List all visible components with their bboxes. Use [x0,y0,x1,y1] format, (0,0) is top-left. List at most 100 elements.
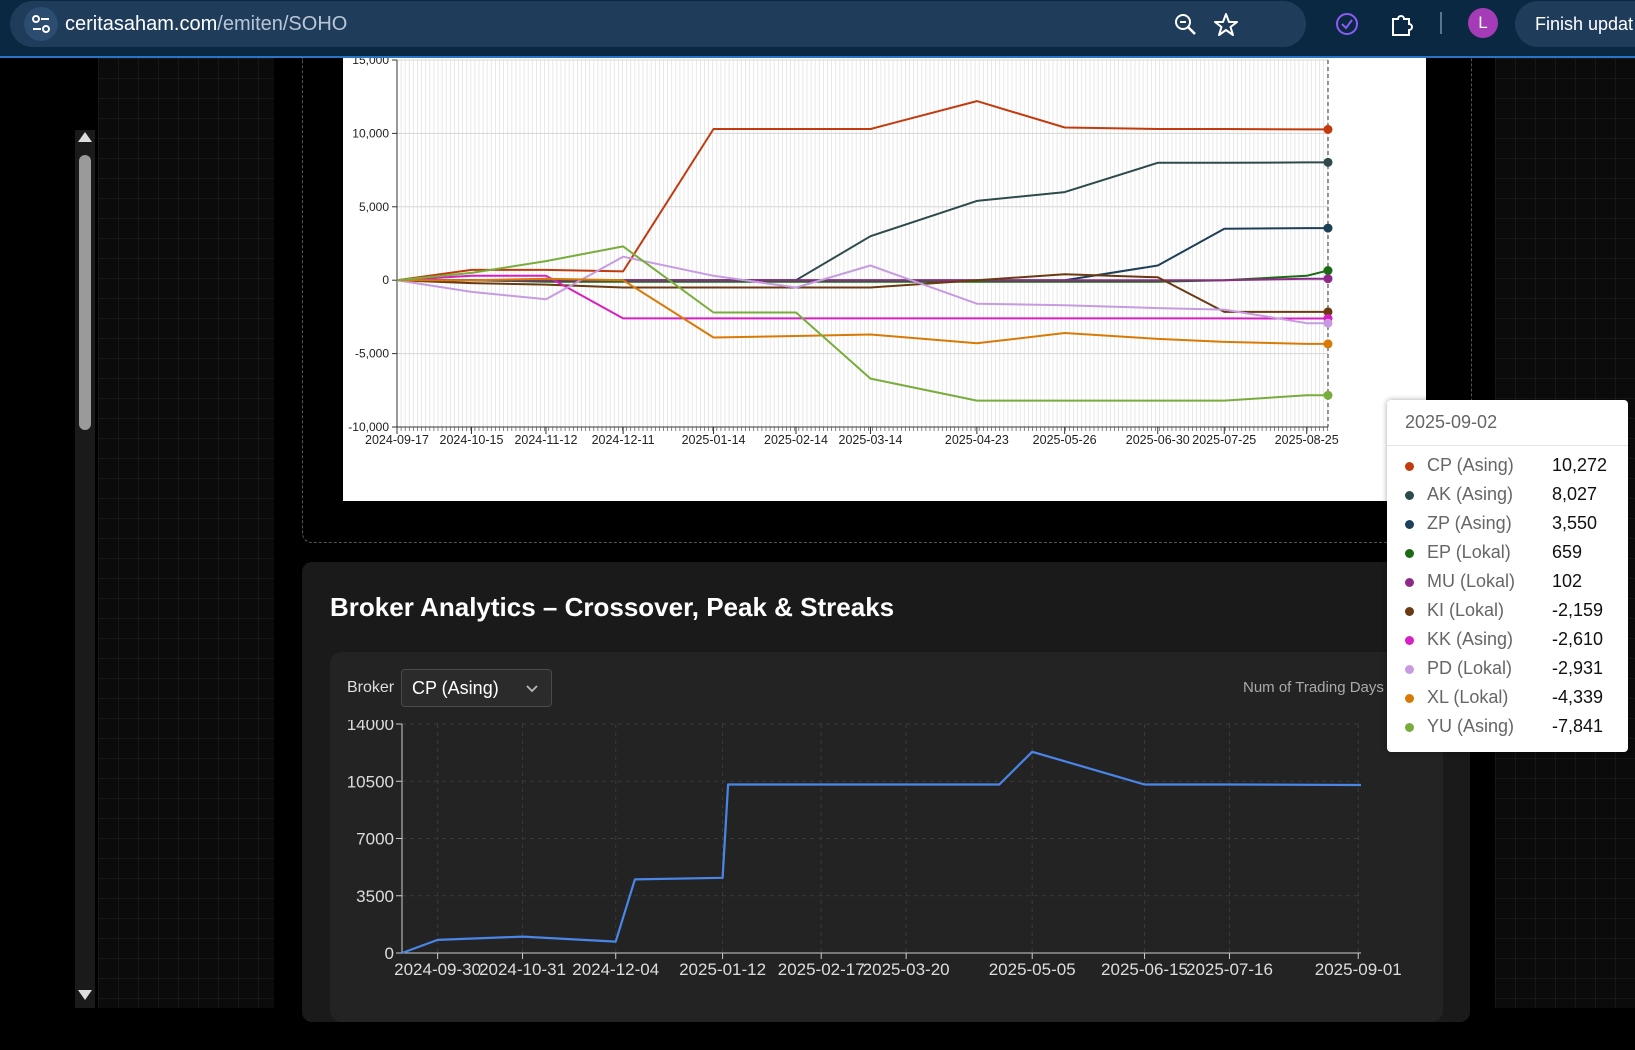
series-color-dot [1405,665,1414,674]
scroll-down-arrow-icon[interactable] [78,990,92,1000]
bookmark-star-icon[interactable] [1212,11,1240,39]
series-color-dot [1405,636,1414,645]
x-tick-label: 2025-03-14 [839,433,903,447]
y-tick-label: 10500 [347,772,394,791]
extension-check-icon[interactable] [1333,10,1361,38]
y-tick-label: -5,000 [355,347,389,361]
series-line [396,273,1328,313]
tooltip-date: 2025-09-02 [1405,412,1498,432]
chart-tooltip: 2025-09-02 CP (Asing) 10,272 AK (Asing) 8,0… [1387,400,1628,752]
series-color-dot [1405,578,1414,587]
tooltip-row: PD (Lokal) -2,931 [1387,656,1628,685]
tooltip-series-value: -4,339 [1552,687,1604,707]
broker-select-value: CP (Asing) [412,678,499,698]
broker-select-label: Broker [347,679,395,696]
site-info-icon[interactable] [24,7,58,41]
tooltip-series-name: CP (Asing) [1427,455,1514,475]
scrollbar-thumb[interactable] [79,155,91,430]
zoom-icon[interactable] [1172,11,1200,39]
y-tick-label: -10,000 [348,420,389,434]
finish-update-button[interactable]: Finish updat [1515,1,1635,47]
tooltip-series-name: PD (Lokal) [1427,658,1513,678]
tooltip-series-value: -2,610 [1552,629,1604,649]
broker-line-chart[interactable]: 15,000 10,000 5,000 0 -5,000 -10,0002024-09-1… [343,53,1426,501]
url-path: /emiten/SOHO [217,13,348,35]
tooltip-row: YU (Asing) -7,841 [1387,714,1628,743]
tooltip-row: MU (Lokal) 102 [1387,569,1628,598]
y-tick-label: 0 [382,273,389,287]
x-tick-label: 2025-06-15 [1101,960,1188,979]
x-tick-label: 2025-01-14 [682,433,746,447]
x-tick-label: 2025-05-05 [989,960,1076,979]
profile-avatar[interactable]: L [1468,8,1498,38]
num-trading-days-label: Num of Trading Days [1243,679,1384,696]
tooltip-series-value: -7,841 [1552,716,1604,736]
tooltip-series-name: MU (Lokal) [1427,571,1516,591]
series-line [396,100,1328,282]
series-color-dot [1405,694,1414,703]
x-tick-label: 2024-09-30 [394,960,481,979]
x-tick-label: 2025-07-16 [1186,960,1273,979]
tooltip-series-name: KK (Asing) [1427,629,1514,649]
scroll-up-arrow-icon[interactable] [78,132,92,142]
series-color-dot [1405,520,1414,529]
address-bar[interactable]: ceritasaham.com/emiten/SOHO [10,1,1306,47]
x-tick-label: 2025-07-25 [1192,433,1256,447]
x-tick-label: 2024-10-15 [440,433,504,447]
url-domain: ceritasaham.com [65,13,218,35]
x-tick-label: 2025-09-01 [1315,960,1402,979]
x-tick-label: 2025-03-20 [863,960,950,979]
tooltip-series-name: XL (Lokal) [1427,687,1509,707]
tooltip-series-value: 8,027 [1552,484,1598,504]
url-text[interactable]: ceritasaham.com/emiten/SOHO [65,13,347,36]
x-tick-label: 2025-02-17 [778,960,865,979]
tooltip-series-value: 102 [1552,571,1583,591]
series-color-dot [1405,549,1414,558]
y-tick-label: 7000 [356,830,394,849]
tooltip-row: EP (Lokal) 659 [1387,540,1628,569]
tooltip-row: KK (Asing) -2,610 [1387,627,1628,656]
x-tick-label: 2025-05-26 [1033,433,1097,447]
tooltip-divider [1387,445,1628,446]
x-tick-label: 2024-09-17 [365,433,429,447]
broker-select[interactable]: CP (Asing) [401,669,552,707]
chevron-down-icon [526,685,538,693]
y-tick-label: 15,000 [352,58,389,67]
x-tick-label: 2025-02-14 [764,433,828,447]
chart1-grid [396,60,1329,427]
cp-net-line [401,750,1361,955]
left-background-panel [98,58,274,1008]
series-line [396,255,1328,325]
analytics-card [330,652,1443,1022]
tooltip-row: XL (Lokal) -4,339 [1387,685,1628,714]
tooltip-series-value: 3,550 [1552,513,1598,533]
series-color-dot [1405,491,1414,500]
y-tick-label: 14000 [347,720,394,734]
browser-toolbar: ceritasaham.com/emiten/SOHO L Finish upd… [0,0,1635,58]
series-end-point [1323,266,1333,276]
series-line [396,245,1328,402]
tooltip-series-value: 10,272 [1552,455,1608,475]
tooltip-series-name: KI (Lokal) [1427,600,1505,620]
series-color-dot [1405,723,1414,732]
series-end-point [1323,390,1333,400]
tooltip-series-name: ZP (Asing) [1427,513,1512,533]
tooltip-series-value: 659 [1552,542,1583,562]
series-end-point [1323,318,1333,328]
y-tick-label: 0 [385,944,394,963]
x-tick-label: 2024-12-04 [572,960,659,979]
series-color-dot [1405,607,1414,616]
toolbar-divider [1440,12,1442,34]
tooltip-row: CP (Asing) 10,272 [1387,453,1628,482]
x-tick-label: 2024-12-11 [592,433,655,447]
series-color-dot [1405,462,1414,471]
tooltip-row: KI (Lokal) -2,159 [1387,598,1628,627]
tooltip-row: AK (Asing) 8,027 [1387,482,1628,511]
series-line [397,277,1328,282]
series-end-point [1323,307,1333,317]
series-end-point [1323,223,1333,233]
y-tick-label: 3500 [356,887,394,906]
x-tick-label: 2025-06-30 [1126,433,1190,447]
extensions-puzzle-icon[interactable] [1388,10,1416,38]
